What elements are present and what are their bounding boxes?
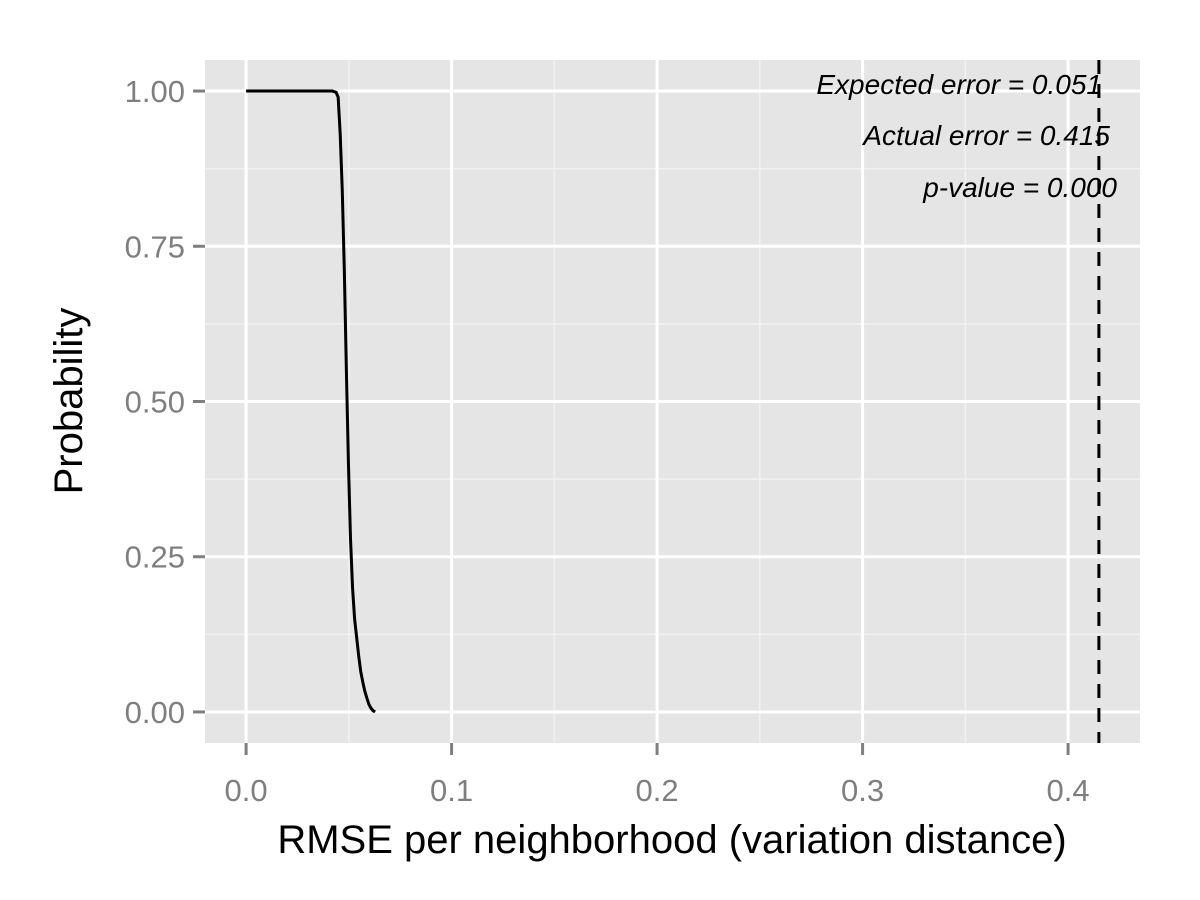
annotation-actual-error: Actual error = 0.415 xyxy=(861,120,1110,151)
annotations: Expected error = 0.051 Actual error = 0.… xyxy=(816,69,1117,203)
x-tick-label: 0.0 xyxy=(225,773,268,808)
y-tick-label: 0.25 xyxy=(125,540,185,575)
y-axis: 0.00 0.25 0.50 0.75 1.00 xyxy=(125,74,205,730)
annotation-p-value: p-value = 0.000 xyxy=(922,172,1117,203)
x-tick-label: 0.4 xyxy=(1047,773,1090,808)
grid-major xyxy=(205,60,1140,743)
y-tick-label: 0.75 xyxy=(125,229,185,264)
y-axis-title: Probability xyxy=(47,308,91,495)
series-line xyxy=(246,89,376,714)
x-axis: 0.0 0.1 0.2 0.3 0.4 xyxy=(225,743,1090,808)
x-tick-label: 0.3 xyxy=(841,773,884,808)
y-tick-label: 0.50 xyxy=(125,385,185,420)
x-tick-label: 0.2 xyxy=(636,773,679,808)
y-tick-label: 0.00 xyxy=(125,695,185,730)
y-tick-label: 1.00 xyxy=(125,74,185,109)
x-tick-label: 0.1 xyxy=(430,773,473,808)
annotation-expected-error: Expected error = 0.051 xyxy=(816,69,1102,100)
x-axis-title: RMSE per neighborhood (variation distanc… xyxy=(277,818,1066,862)
